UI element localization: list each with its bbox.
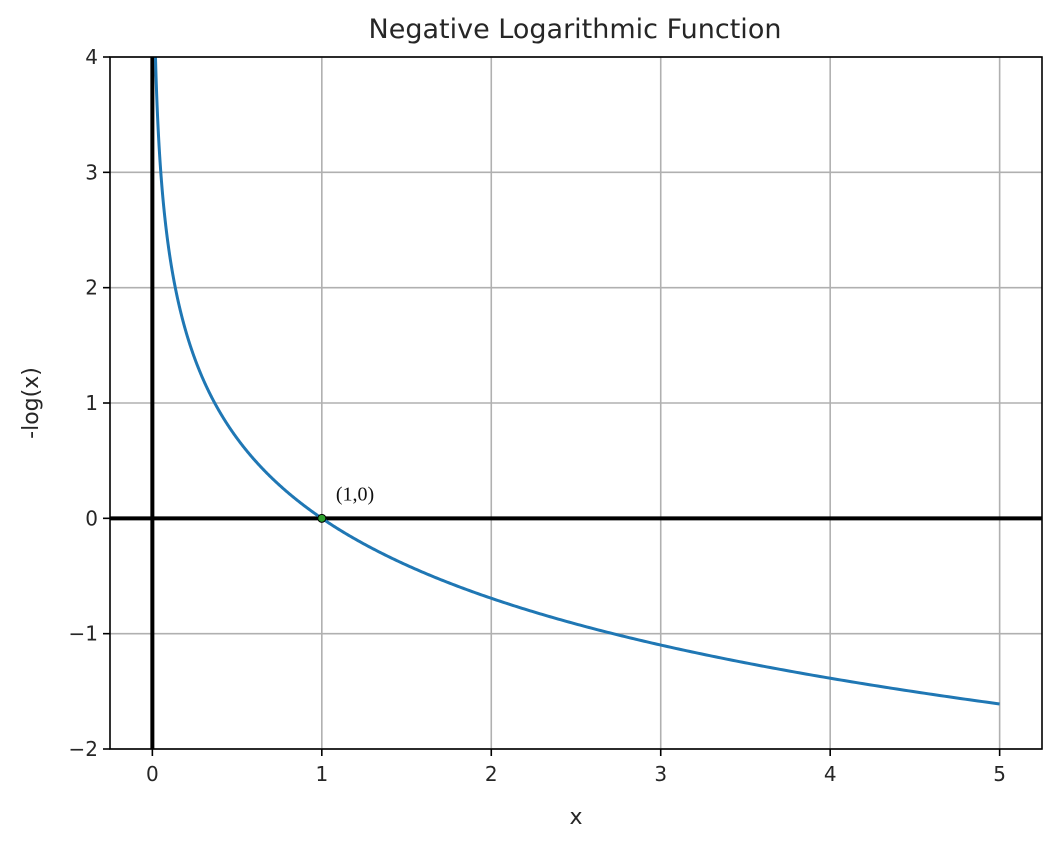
plot-area: (1,0) (153, 57, 1000, 706)
x-tick-label: 5 (993, 762, 1006, 786)
y-tick-label: −2 (69, 737, 98, 761)
x-tick-label: 0 (146, 762, 159, 786)
series-line (153, 57, 1000, 706)
x-tick-label: 3 (654, 762, 667, 786)
y-tick-label: 2 (85, 276, 98, 300)
x-axis-label: x (569, 805, 582, 830)
y-axis-label: -log(x) (19, 367, 44, 439)
axis-ticks: 0 1 2 3 4 5 −2 −1 0 1 2 3 4 (69, 45, 1006, 786)
reference-lines (110, 57, 1042, 749)
y-tick-label: −1 (69, 622, 98, 646)
x-tick-label: 2 (485, 762, 498, 786)
chart-title: Negative Logarithmic Function (369, 14, 782, 45)
x-tick-label: 4 (824, 762, 837, 786)
grid (110, 56, 1042, 750)
x-tick-label: 1 (315, 762, 328, 786)
data-point (317, 513, 327, 523)
y-tick-label: 4 (85, 45, 98, 69)
y-tick-label: 0 (85, 506, 98, 530)
y-tick-label: 1 (85, 391, 98, 415)
y-tick-label: 3 (85, 160, 98, 184)
annotation-label: (1,0) (336, 483, 374, 505)
